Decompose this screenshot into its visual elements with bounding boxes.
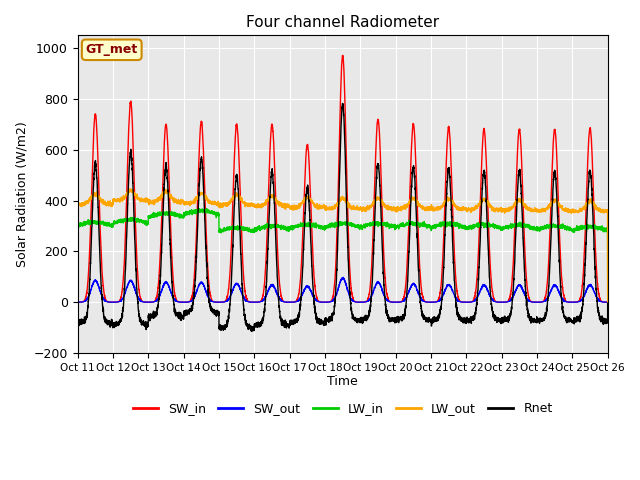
- Line: LW_out: LW_out: [77, 189, 608, 302]
- SW_in: [461, 300, 469, 305]
- SW_out: [169, 294, 177, 300]
- SW_out: [461, 300, 469, 305]
- SW_in: [169, 273, 177, 279]
- SW_in: [432, 299, 440, 305]
- SW_in: [339, 52, 346, 58]
- LW_out: [604, 300, 612, 305]
- LW_out: [74, 200, 81, 206]
- Rnet: [339, 101, 346, 107]
- Rnet: [492, 317, 499, 323]
- X-axis label: Time: Time: [327, 375, 358, 388]
- Y-axis label: Solar Radiation (W/m2): Solar Radiation (W/m2): [15, 121, 28, 267]
- Line: SW_in: SW_in: [77, 55, 608, 302]
- LW_out: [461, 207, 469, 213]
- SW_in: [492, 299, 499, 304]
- SW_in: [323, 300, 330, 305]
- SW_out: [604, 300, 612, 305]
- Rnet: [323, 318, 331, 324]
- SW_in: [604, 300, 611, 305]
- Legend: SW_in, SW_out, LW_in, LW_out, Rnet: SW_in, SW_out, LW_in, LW_out, Rnet: [127, 397, 557, 420]
- SW_out: [432, 299, 440, 305]
- Rnet: [432, 317, 440, 323]
- Rnet: [461, 319, 469, 324]
- Rnet: [74, 320, 81, 326]
- Rnet: [248, 328, 255, 334]
- Line: LW_in: LW_in: [77, 208, 608, 303]
- LW_in: [604, 227, 611, 232]
- LW_in: [461, 226, 469, 232]
- SW_out: [74, 300, 81, 305]
- LW_out: [323, 204, 331, 210]
- LW_in: [195, 205, 203, 211]
- SW_out: [604, 300, 611, 305]
- LW_out: [604, 208, 611, 214]
- Rnet: [604, 300, 612, 306]
- LW_out: [492, 206, 499, 212]
- LW_in: [323, 223, 331, 228]
- LW_in: [492, 222, 499, 228]
- SW_in: [604, 300, 612, 305]
- LW_in: [432, 223, 440, 229]
- LW_in: [74, 221, 81, 227]
- Line: Rnet: Rnet: [77, 104, 608, 331]
- Line: SW_out: SW_out: [77, 277, 608, 302]
- LW_in: [169, 209, 177, 215]
- SW_out: [323, 299, 330, 305]
- SW_out: [339, 275, 347, 280]
- Text: GT_met: GT_met: [86, 43, 138, 56]
- LW_in: [604, 300, 612, 306]
- SW_in: [74, 300, 81, 305]
- LW_out: [126, 186, 134, 192]
- Rnet: [169, 292, 177, 298]
- LW_out: [169, 195, 177, 201]
- SW_out: [492, 299, 499, 305]
- Rnet: [604, 319, 611, 324]
- LW_out: [432, 207, 440, 213]
- Title: Four channel Radiometer: Four channel Radiometer: [246, 15, 439, 30]
